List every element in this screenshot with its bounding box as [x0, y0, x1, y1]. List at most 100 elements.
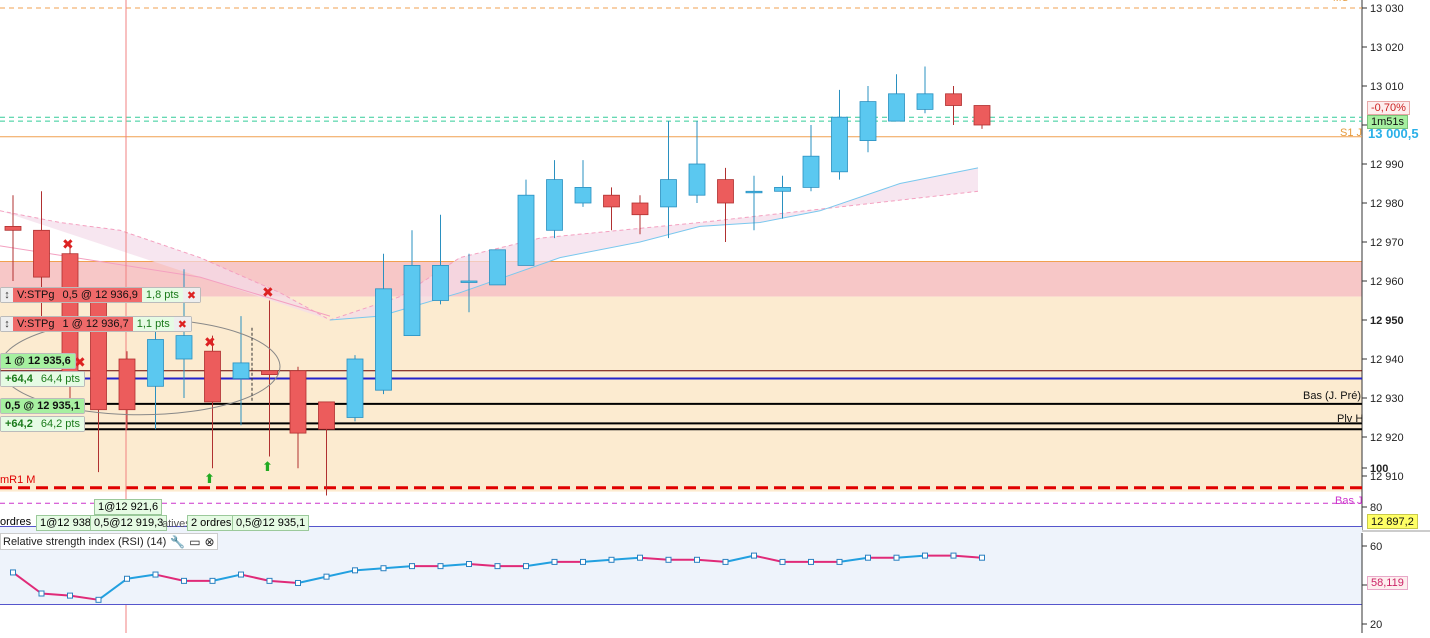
close-icon[interactable]: ✖ [173, 317, 191, 331]
position-tag-2[interactable]: 0,5 @ 12 935,1 [0, 398, 85, 414]
rsi-point-16 [466, 561, 472, 568]
bottom-order-e[interactable]: 2 ordres [187, 515, 236, 531]
rsi-tick-label-4: 20 [1370, 619, 1382, 631]
exit-marker-icon: ✖ [204, 335, 216, 351]
rsi-point-1 [38, 590, 45, 597]
rsi-point-17 [494, 563, 501, 570]
label-mr1m: mR1 M [0, 474, 36, 486]
rsi-segment-22 [639, 556, 669, 561]
y-tick-label-5: 12 980 [1370, 198, 1404, 210]
candle-body-17 [489, 249, 506, 286]
candle-body-31 [888, 93, 905, 122]
candle-body-15 [432, 264, 449, 301]
rsi-point-22 [637, 554, 643, 561]
y-tick-label-8: 12 950 [1370, 315, 1404, 327]
label-bas-j: Bas J [1335, 495, 1363, 507]
rsi-point-8 [238, 571, 244, 578]
order-tag-2-order: 1 @ 12 936,7 [58, 317, 133, 331]
exit-marker-icon: ✖ [62, 237, 74, 253]
rsi-segment-25 [725, 554, 755, 563]
candle-body-19 [546, 179, 563, 231]
rsi-segment-31 [896, 554, 926, 559]
rsi-segment-33 [953, 554, 983, 559]
rsi-segment-10 [297, 575, 327, 584]
drag-arrows-icon[interactable]: ↕ [1, 317, 13, 331]
position-tag-1-gain: +64,4 [1, 372, 37, 386]
order-tag-2[interactable]: ↕ V:STPg 1 @ 12 936,7 1,1 pts ✖ [0, 316, 192, 332]
rsi-segment-21 [611, 556, 641, 561]
order-tag-1-order: 0,5 @ 12 936,9 [58, 288, 142, 302]
rsi-point-9 [266, 577, 273, 584]
order-tag-1[interactable]: ↕ V:STPg 0,5 @ 12 936,9 1,8 pts ✖ [0, 287, 202, 303]
rsi-segment-20 [582, 558, 612, 563]
rsi-point-13 [380, 565, 387, 572]
rsi-point-19 [551, 558, 558, 565]
rsi-segment-0 [12, 571, 43, 595]
rsi-point-34 [979, 554, 985, 561]
rsi-point-18 [523, 563, 529, 570]
rsi-point-31 [893, 554, 900, 561]
rsi-point-2 [67, 592, 73, 599]
bottom-order-d: atives [162, 518, 191, 530]
candle-body-29 [831, 116, 848, 173]
rsi-tick-label-0: 100 [1370, 463, 1388, 475]
candle-body-12 [346, 358, 364, 418]
rsi-point-14 [409, 563, 415, 570]
candle-body-6 [175, 335, 193, 360]
candle-body-26 [745, 190, 763, 194]
position-tag-2-gain: +64,2 [1, 417, 37, 431]
label-plv-h: Plv H [1337, 413, 1364, 425]
rsi-segment-26 [753, 554, 783, 563]
rsi-point-26 [751, 552, 757, 559]
rsi-segment-9 [269, 579, 299, 584]
candle-body-34 [973, 105, 991, 126]
y-tick-label-2: 13 010 [1370, 81, 1404, 93]
candle-body-24 [688, 163, 706, 196]
rsi-segment-5 [155, 573, 185, 582]
y-tick-label-6: 12 970 [1370, 237, 1404, 249]
bottom-order-c[interactable]: 0,5@12 919,3 [90, 515, 168, 531]
drag-arrows-icon[interactable]: ↕ [1, 288, 13, 302]
rsi-point-6 [181, 577, 187, 584]
rsi-title: Relative strength index (RSI) (14) [3, 535, 167, 548]
candle-body-7 [204, 350, 221, 403]
rsi-segment-3 [97, 577, 128, 601]
rsi-point-4 [124, 575, 130, 582]
window-icon[interactable]: ▭ [189, 534, 201, 549]
rsi-point-7 [209, 577, 216, 584]
bottom-order-f[interactable]: 0,5@12 935,1 [232, 515, 310, 531]
bottom-order-b[interactable]: 1@12 938 [36, 515, 95, 531]
order-tag-1-label: V:STPg [13, 288, 59, 302]
candle-body-28 [802, 155, 820, 188]
rsi-tick-label-1: 80 [1370, 502, 1382, 514]
bottom-order-a[interactable]: 1@12 921,6 [94, 499, 163, 515]
position-tag-2-pl: +64,2 64,2 pts [0, 416, 85, 432]
rsi-segment-1 [41, 592, 71, 597]
rsi-point-28 [808, 558, 814, 565]
label-mc: MC [1333, 0, 1349, 4]
rsi-point-5 [152, 571, 159, 578]
rsi-segment-15 [440, 563, 470, 568]
position-tag-1[interactable]: 1 @ 12 935,6 [0, 353, 76, 369]
rsi-segment-11 [326, 569, 356, 578]
rsi-last-badge: 58,119 [1367, 576, 1408, 590]
position-tag-1-pts: 64,4 pts [36, 372, 84, 386]
candle-body-14 [403, 264, 421, 336]
candle-body-1 [33, 229, 50, 278]
y-tick-label-9: 12 940 [1370, 354, 1404, 366]
rsi-point-10 [295, 579, 301, 586]
rsi-header[interactable]: Relative strength index (RSI) (14) 🔧 ▭ ⊗ [0, 533, 218, 550]
close-icon[interactable]: ✖ [182, 288, 201, 302]
candle-body-20 [574, 186, 592, 204]
wrench-icon[interactable]: 🔧 [170, 534, 186, 549]
candle-body-5 [147, 339, 164, 387]
bottom-order-b-prefix: ordres [0, 516, 32, 528]
candle-body-22 [631, 202, 649, 216]
exit-marker-icon: ✖ [74, 355, 86, 371]
close-circle-icon[interactable]: ⊗ [204, 534, 215, 549]
order-tag-2-pts: 1,1 pts [132, 317, 174, 331]
rsi-segment-29 [839, 556, 869, 563]
rsi-point-3 [95, 596, 102, 603]
